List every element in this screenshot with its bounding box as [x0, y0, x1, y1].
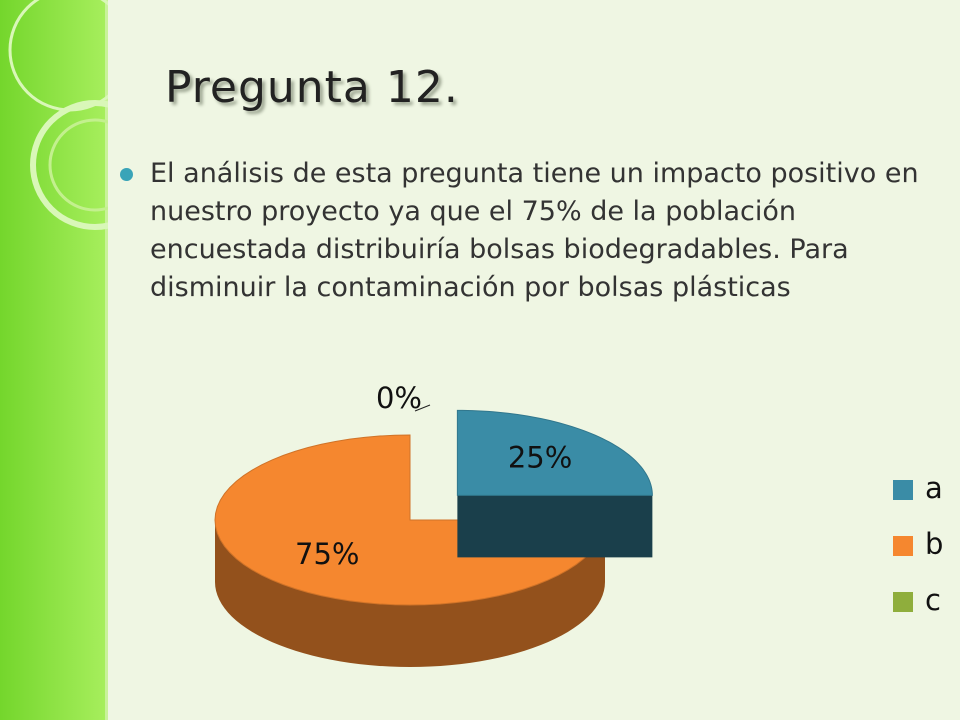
- legend-swatch: [893, 536, 913, 556]
- decor-circle: [30, 100, 108, 230]
- legend-swatch: [893, 592, 913, 612]
- legend-label: c: [925, 583, 941, 617]
- legend-swatch: [893, 480, 913, 500]
- data-label: 0%: [376, 381, 422, 415]
- slide-title: Pregunta 12.: [165, 62, 459, 113]
- data-label: 25%: [508, 440, 572, 474]
- side-strip: [0, 0, 108, 720]
- slice: [214, 434, 606, 606]
- decor-circle: [48, 118, 108, 212]
- slice-wall: [215, 520, 605, 667]
- legend-label: b: [925, 527, 943, 561]
- data-label: 75%: [295, 537, 359, 571]
- leader-line: [414, 404, 431, 412]
- slice-side: [457, 495, 653, 558]
- legend-label: a: [925, 471, 943, 505]
- slice: [456, 409, 653, 496]
- bullet: [120, 168, 133, 181]
- body-text: El análisis de esta pregunta tiene un im…: [150, 158, 919, 303]
- decor-circle: [8, 0, 108, 112]
- strip-decor: [8, 0, 108, 230]
- slice-side: [410, 520, 605, 582]
